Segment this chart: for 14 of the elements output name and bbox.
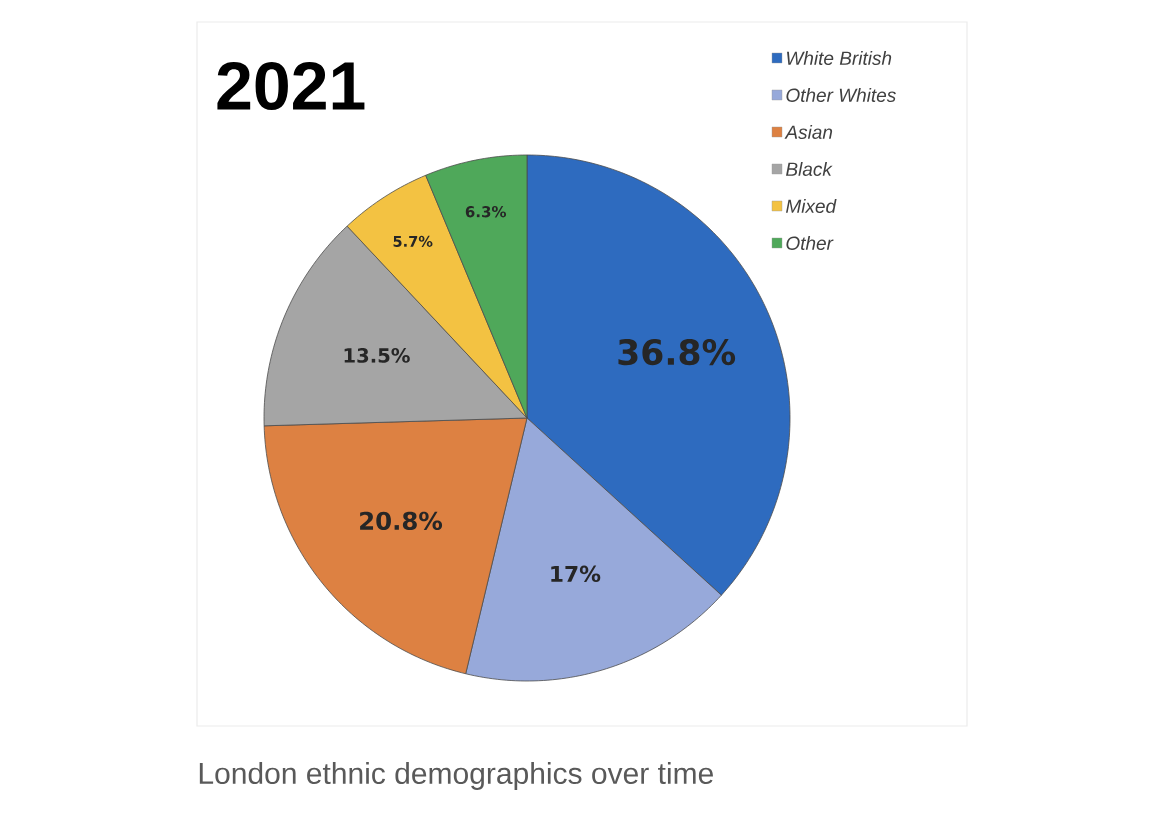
legend-label: Black xyxy=(786,162,833,176)
data-label: 17% xyxy=(551,565,601,583)
data-label: 5.7% xyxy=(393,235,433,247)
text: London ethnic demographics over time xyxy=(199,762,713,790)
legend-label: Other xyxy=(786,236,834,250)
data-label: 6.3% xyxy=(465,206,507,218)
legend-label: Mixed xyxy=(786,199,837,213)
legend-label: Other Whites xyxy=(786,88,896,102)
legend-label: Asian xyxy=(784,125,833,139)
legend-label: White British xyxy=(787,51,892,65)
data-label: 36.8% xyxy=(618,339,736,366)
chart-title: 2021 xyxy=(217,61,365,111)
data-label: 13.5% xyxy=(344,348,410,363)
data-label: 20.8% xyxy=(360,511,443,531)
